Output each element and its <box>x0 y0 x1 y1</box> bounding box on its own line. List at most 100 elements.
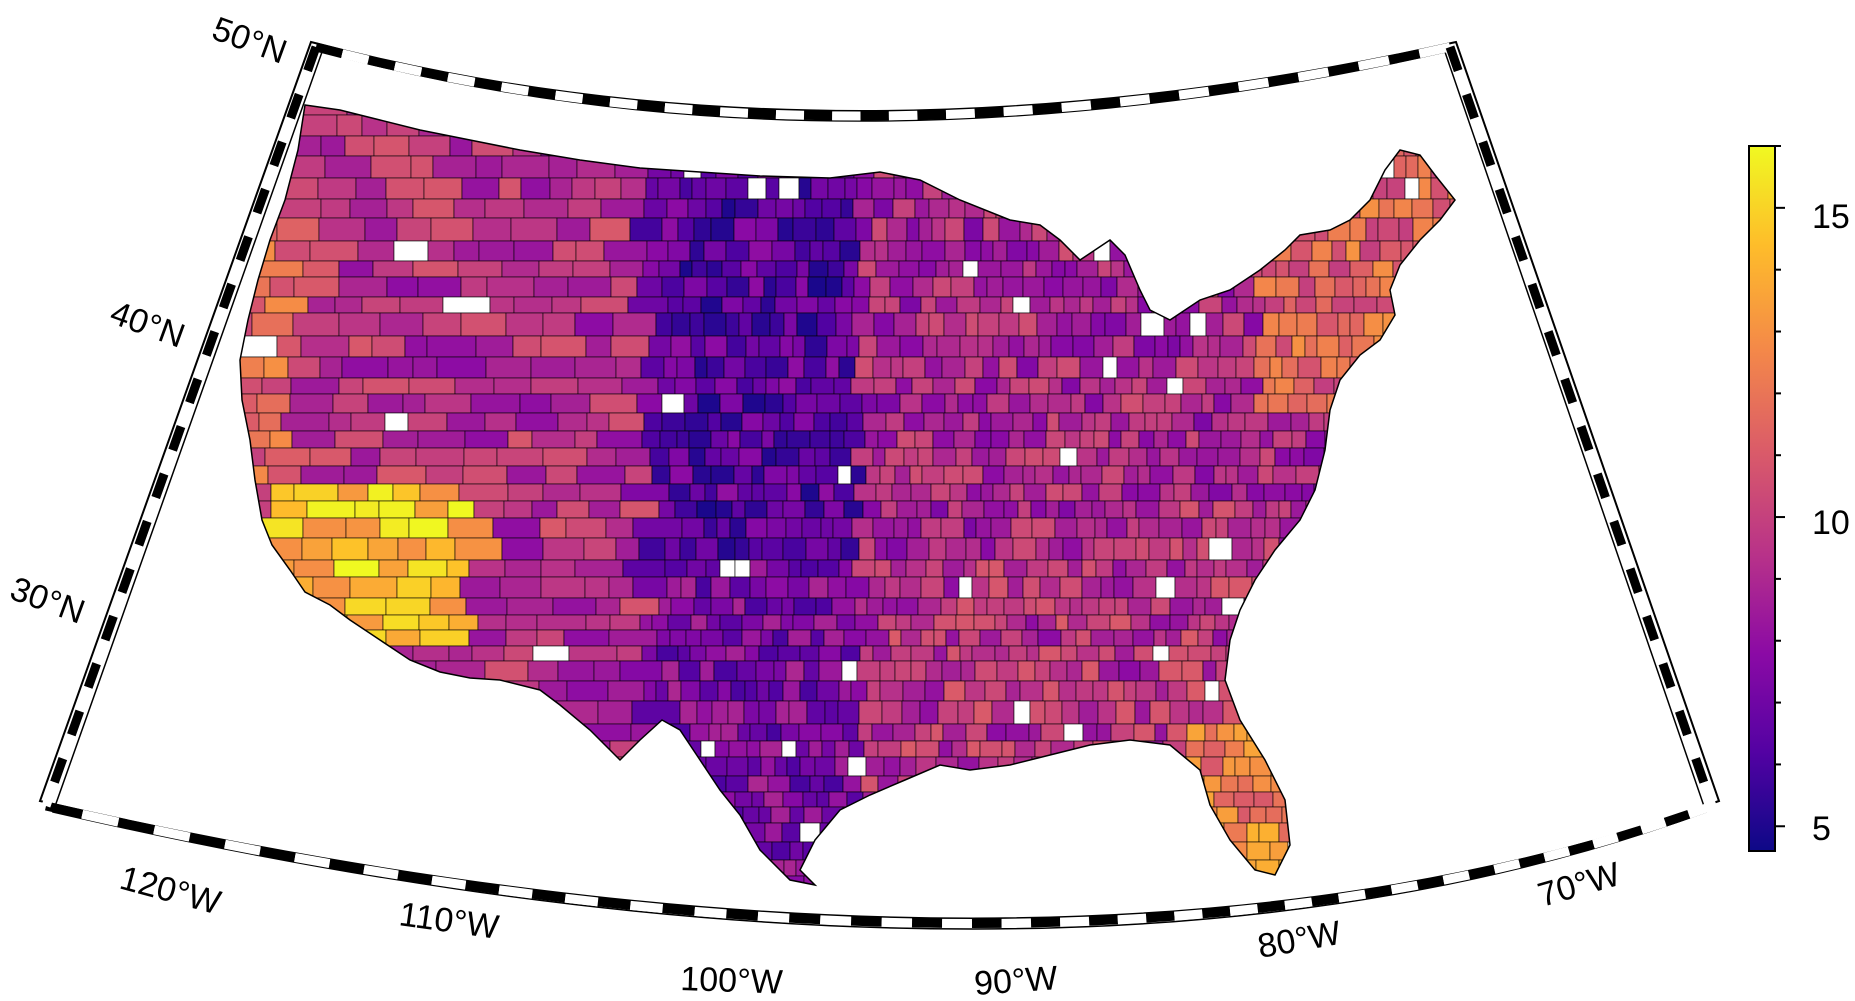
county-cell <box>865 629 890 647</box>
county-cell <box>896 430 916 449</box>
county-cell <box>539 723 583 742</box>
county-cell <box>1406 629 1420 647</box>
county-cell <box>823 629 845 647</box>
county-cell <box>1316 135 1335 157</box>
county-cell <box>1231 537 1253 561</box>
county-cell <box>1301 875 1320 885</box>
county-cell <box>670 597 695 616</box>
county-cell <box>1149 791 1171 808</box>
county-cell <box>843 629 867 647</box>
county-cell <box>948 135 972 157</box>
frame-tick <box>1416 875 1445 890</box>
county-cell <box>703 135 726 157</box>
county-cell <box>1010 517 1033 539</box>
county-cell <box>1187 114 1202 137</box>
county-cell <box>1343 198 1361 219</box>
frame-tick <box>1535 306 1553 334</box>
county-cell <box>690 335 706 358</box>
county-cell <box>1202 700 1224 725</box>
county-cell <box>827 177 846 200</box>
county-cell <box>1463 277 1482 297</box>
county-cell <box>943 412 964 432</box>
county-cell <box>739 135 760 157</box>
county-cell <box>685 822 703 843</box>
county-cell <box>1398 700 1414 725</box>
county-cell <box>1025 775 1047 793</box>
frame-tick <box>286 92 304 120</box>
county-cell <box>1243 597 1260 616</box>
county-cell <box>813 614 838 631</box>
county-cell <box>964 680 986 702</box>
county-cell <box>1312 614 1327 631</box>
county-cell <box>1306 559 1326 578</box>
county-cell <box>796 260 810 278</box>
county-cell <box>1048 377 1063 395</box>
county-cell <box>699 875 722 885</box>
county-cell <box>1328 260 1351 278</box>
county-cell <box>1382 559 1404 578</box>
county-cell <box>1227 517 1252 539</box>
frame-tick <box>747 108 777 119</box>
county-cell <box>1278 660 1297 682</box>
county-cell <box>1318 114 1342 137</box>
county-cell <box>656 645 679 662</box>
county-cell <box>262 660 309 682</box>
county-cell <box>620 483 670 502</box>
county-cell <box>669 756 689 777</box>
county-cell <box>1171 412 1195 432</box>
county-cell <box>1108 822 1133 843</box>
county-cell <box>395 740 433 758</box>
county-cell <box>721 260 742 278</box>
county-cell <box>622 559 666 578</box>
county-cell <box>1389 791 1411 808</box>
county-cell <box>807 276 827 298</box>
county-cell <box>1291 430 1307 449</box>
county-cell <box>1300 537 1314 561</box>
county-cell <box>1376 296 1400 314</box>
county-cell <box>1221 296 1238 314</box>
county-cell <box>701 822 718 843</box>
county-cell <box>412 775 438 793</box>
county-cell <box>1079 356 1104 379</box>
county-cell <box>888 841 904 861</box>
county-cell <box>1203 775 1222 793</box>
county-cell <box>1071 155 1086 179</box>
county-cell <box>1149 614 1171 631</box>
county-cell <box>1355 775 1373 793</box>
county-cell <box>1274 447 1291 467</box>
county-cell <box>874 841 890 861</box>
county-cell <box>720 875 734 885</box>
county-cell <box>505 629 538 647</box>
county-cell <box>1039 859 1055 877</box>
county-cell <box>298 614 348 631</box>
county-cell <box>1197 356 1219 379</box>
county-cell <box>324 155 372 179</box>
county-cell <box>816 393 841 414</box>
frame-tick <box>1338 889 1366 903</box>
county-cell <box>1215 155 1229 179</box>
county-cell <box>1225 559 1248 578</box>
county-cell <box>819 822 842 843</box>
county-cell <box>653 791 670 808</box>
county-cell <box>1331 500 1346 519</box>
county-cell <box>686 559 707 578</box>
county-cell <box>1172 114 1189 137</box>
county-cell <box>1056 791 1075 808</box>
county-cell <box>1258 597 1273 616</box>
county-cell <box>1377 217 1400 242</box>
county-cell <box>1001 791 1022 808</box>
county-cell <box>894 660 912 682</box>
county-cell <box>276 576 314 599</box>
county-cell <box>1445 614 1455 631</box>
county-cell <box>808 576 829 599</box>
county-cell <box>680 740 702 758</box>
county-cell <box>899 393 923 414</box>
county-cell <box>1343 517 1367 539</box>
county-cell <box>367 393 404 414</box>
county-cell <box>1315 177 1329 200</box>
county-cell <box>1429 517 1444 539</box>
county-cell <box>1337 822 1361 843</box>
county-cell <box>1233 105 1255 116</box>
county-cell <box>958 629 981 647</box>
county-cell <box>796 296 819 314</box>
